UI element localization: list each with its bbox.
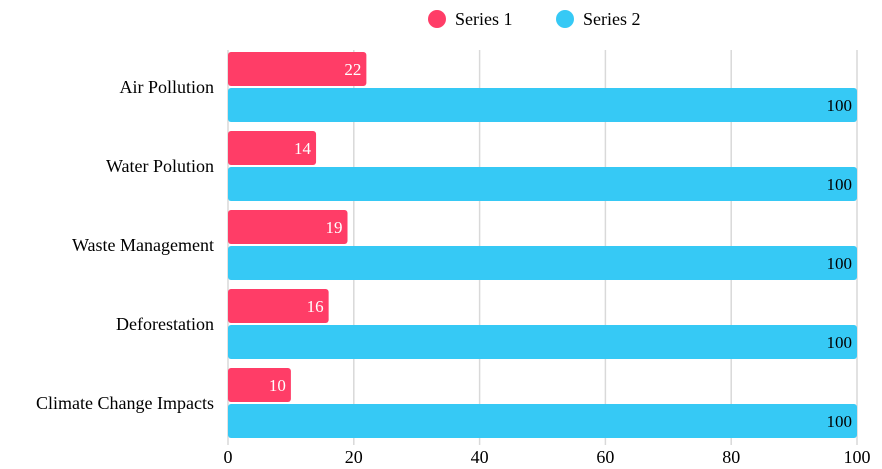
bar	[228, 210, 348, 244]
bar	[228, 325, 857, 359]
legend-label: Series 1	[455, 9, 513, 29]
data-label: 100	[827, 96, 853, 115]
bar	[228, 88, 857, 122]
data-label: 100	[827, 175, 853, 194]
x-axis-ticks: 0 20 40 60 80 100	[224, 447, 871, 467]
bar	[228, 246, 857, 280]
category-label: Deforestation	[116, 314, 214, 334]
x-tick-label: 40	[471, 447, 489, 467]
legend-label: Series 2	[583, 9, 641, 29]
category-label: Air Pollution	[119, 77, 214, 97]
category-label: Water Polution	[106, 156, 214, 176]
x-tick-label: 80	[722, 447, 740, 467]
bar	[228, 289, 329, 323]
bar	[228, 52, 367, 86]
x-tick-label: 100	[844, 447, 871, 467]
category-labels: Air Pollution Water Polution Waste Managem…	[36, 77, 214, 413]
legend-marker	[428, 10, 446, 28]
chart-legend: Series 1 Series 2	[428, 9, 641, 29]
bars: 22 100 14 100 19 100 16 100 10 100	[228, 52, 857, 438]
bar	[228, 404, 857, 438]
bar	[228, 368, 291, 402]
x-tick-label: 0	[224, 447, 233, 467]
data-label: 100	[827, 333, 853, 352]
category-label: Climate Change Impacts	[36, 393, 214, 413]
data-label: 100	[827, 412, 853, 431]
data-label: 16	[307, 297, 324, 316]
legend-marker	[556, 10, 574, 28]
data-label: 22	[344, 60, 361, 79]
data-label: 100	[827, 254, 853, 273]
data-label: 10	[269, 376, 286, 395]
bar	[228, 167, 857, 201]
x-tick-label: 60	[596, 447, 614, 467]
bar	[228, 131, 317, 165]
x-tick-label: 20	[345, 447, 363, 467]
data-label: 14	[294, 139, 312, 158]
data-label: 19	[326, 218, 343, 237]
category-label: Waste Management	[72, 235, 214, 255]
